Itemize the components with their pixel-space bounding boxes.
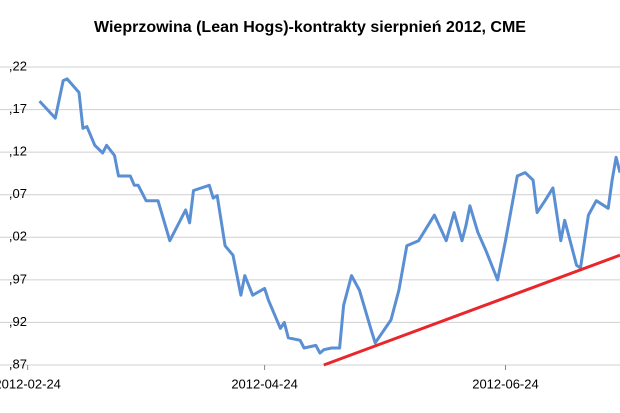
x-tick-label: 2012-06-24 <box>472 376 539 391</box>
x-tick-label: 2012-04-24 <box>231 376 298 391</box>
y-tick-label: ,07 <box>9 186 27 201</box>
y-tick-label: ,22 <box>9 58 27 73</box>
y-tick-label: ,02 <box>9 229 27 244</box>
x-tick-label: 2012-02-24 <box>0 376 61 391</box>
trend-line <box>323 253 620 367</box>
chart-title: Wieprzowina (Lean Hogs)-kontrakty sierpn… <box>94 19 526 36</box>
line-series <box>38 77 620 355</box>
y-tick-label: ,92 <box>9 314 27 329</box>
y-tick-label: ,97 <box>9 271 27 286</box>
y-tick-label: ,17 <box>9 101 27 116</box>
y-tick-label: ,87 <box>9 356 27 371</box>
y-tick-label: ,12 <box>9 144 27 159</box>
